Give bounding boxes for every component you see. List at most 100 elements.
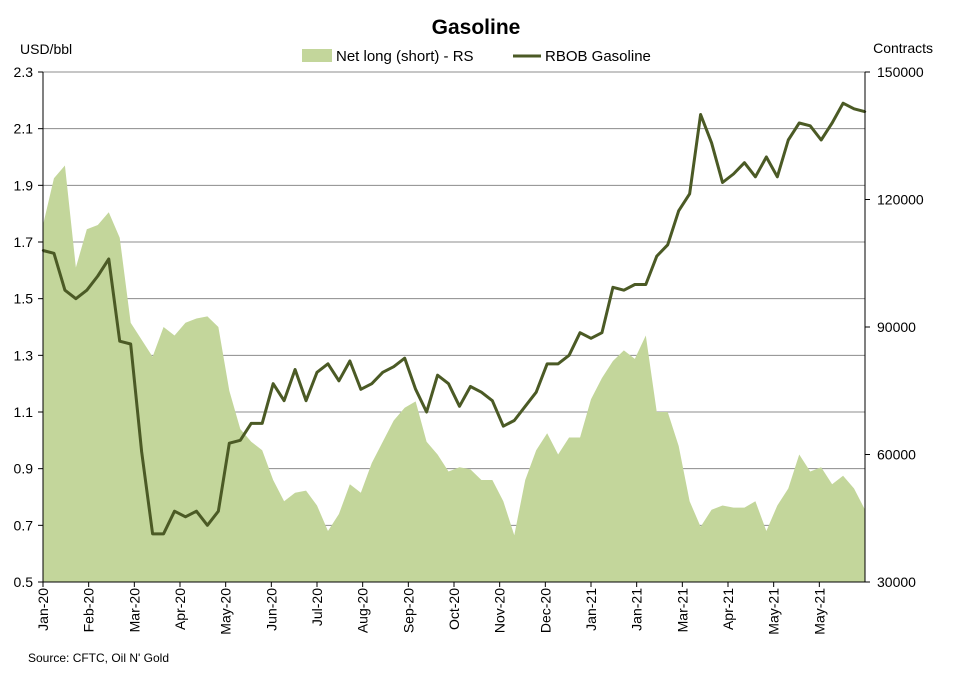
rbob-point bbox=[524, 405, 527, 408]
rbob-point bbox=[239, 439, 242, 442]
x-tick-label: Jan-20 bbox=[35, 588, 51, 631]
rbob-point bbox=[403, 356, 406, 360]
rbob-point bbox=[721, 181, 724, 184]
rbob-point bbox=[52, 252, 56, 255]
rbob-point bbox=[798, 121, 801, 125]
x-ticks: Jan-20 Feb-20 Mar-20 Apr-20 May-20 Jun-20 Jul-… bbox=[35, 582, 827, 635]
rbob-point bbox=[228, 441, 231, 445]
chart-title: Gasoline bbox=[432, 16, 521, 39]
rbob-point bbox=[184, 515, 187, 519]
right-tick-label: 30000 bbox=[877, 574, 916, 590]
rbob-point bbox=[206, 524, 209, 527]
rbob-point bbox=[666, 243, 669, 247]
x-tick-label: Nov-20 bbox=[492, 588, 508, 633]
left-tick-label: 2.3 bbox=[14, 64, 34, 80]
rbob-point bbox=[370, 382, 373, 385]
rbob-point bbox=[677, 209, 680, 213]
rbob-point bbox=[513, 419, 516, 422]
right-tick-label: 90000 bbox=[877, 319, 916, 335]
rbob-point bbox=[436, 373, 439, 377]
rbob-point bbox=[458, 405, 461, 408]
rbob-point bbox=[502, 424, 505, 428]
x-tick-label: Feb-20 bbox=[81, 588, 97, 633]
rbob-point bbox=[250, 422, 253, 425]
rbob-point bbox=[359, 388, 363, 391]
rbob-point bbox=[304, 399, 308, 402]
rbob-point bbox=[293, 368, 297, 371]
rbob-line bbox=[42, 101, 866, 536]
x-tick-label: Apr-20 bbox=[172, 588, 188, 630]
right-tick-label: 60000 bbox=[877, 447, 916, 463]
x-tick-label: Jun-20 bbox=[263, 588, 279, 631]
rbob-point bbox=[622, 288, 626, 292]
rbob-line-series bbox=[41, 101, 867, 536]
left-tick-label: 1.7 bbox=[14, 234, 34, 250]
rbob-point bbox=[611, 286, 615, 289]
rbob-point bbox=[776, 175, 779, 179]
x-tick-label: Mar-20 bbox=[126, 588, 142, 633]
rbob-point bbox=[556, 362, 560, 366]
rbob-point bbox=[545, 362, 549, 366]
rbob-point bbox=[162, 532, 165, 536]
x-tick-label: May-20 bbox=[218, 588, 234, 635]
rbob-point bbox=[787, 138, 790, 142]
x-tick-label: Jul-20 bbox=[309, 588, 325, 626]
rbob-point bbox=[74, 297, 78, 300]
rbob-point bbox=[271, 382, 275, 385]
legend: Net long (short) - RS RBOB Gasoline bbox=[302, 48, 651, 65]
rbob-point bbox=[688, 192, 691, 196]
rbob-point bbox=[765, 155, 768, 159]
rbob-point bbox=[732, 172, 735, 176]
rbob-point bbox=[337, 379, 341, 383]
legend-swatch-net-long bbox=[302, 49, 332, 62]
x-tick-label: Sep-20 bbox=[400, 588, 416, 633]
left-tick-label: 2.1 bbox=[14, 121, 34, 137]
left-axis-unit: USD/bbl bbox=[20, 41, 72, 57]
rbob-point bbox=[743, 161, 746, 164]
left-tick-label: 1.1 bbox=[14, 404, 34, 420]
left-tick-label: 0.7 bbox=[14, 517, 34, 533]
x-tick-label: Jan-21 bbox=[583, 588, 599, 631]
rbob-point bbox=[217, 509, 220, 513]
rbob-point bbox=[447, 382, 450, 385]
rbob-point bbox=[107, 257, 110, 261]
rbob-point bbox=[140, 450, 143, 453]
rbob-point bbox=[348, 359, 352, 363]
rbob-point bbox=[118, 339, 121, 343]
rbob-point bbox=[830, 121, 834, 125]
rbob-point bbox=[414, 388, 417, 391]
rbob-point bbox=[852, 107, 856, 111]
rbob-point bbox=[589, 337, 593, 340]
rbob-point bbox=[326, 362, 330, 366]
left-y-ticks: 0.5 0.7 0.9 1.1 1.3 1.5 1.7 1.9 2.1 2.3 bbox=[14, 64, 43, 590]
rbob-point bbox=[633, 283, 637, 286]
rbob-point bbox=[600, 331, 604, 334]
right-tick-label: 150000 bbox=[877, 64, 924, 80]
source-note: Source: CFTC, Oil N' Gold bbox=[28, 651, 169, 665]
net-long-area-series bbox=[43, 165, 865, 582]
rbob-point bbox=[261, 422, 264, 425]
rbob-point bbox=[535, 390, 538, 394]
left-tick-label: 1.9 bbox=[14, 177, 34, 193]
rbob-point bbox=[644, 283, 647, 286]
left-tick-label: 1.3 bbox=[14, 347, 34, 363]
rbob-point bbox=[129, 342, 132, 346]
rbob-point bbox=[315, 371, 319, 374]
rbob-point bbox=[819, 138, 823, 142]
rbob-point bbox=[425, 410, 428, 414]
x-tick-label: Mar-21 bbox=[674, 588, 690, 633]
x-tick-label: Oct-20 bbox=[446, 588, 462, 630]
x-tick-label: May-21 bbox=[766, 588, 782, 635]
rbob-point bbox=[195, 509, 198, 513]
rbob-point bbox=[809, 124, 812, 128]
x-tick-label: Aug-20 bbox=[355, 588, 371, 633]
net-long-area bbox=[43, 165, 865, 582]
x-tick-label: Dec-20 bbox=[537, 588, 553, 633]
rbob-point bbox=[841, 101, 845, 105]
x-tick-label: May-21 bbox=[811, 588, 827, 635]
legend-label-rbob: RBOB Gasoline bbox=[545, 48, 651, 65]
rbob-point bbox=[480, 390, 483, 394]
right-y-ticks: 30000 60000 90000 120000 150000 bbox=[865, 64, 924, 590]
rbob-point bbox=[491, 399, 494, 402]
